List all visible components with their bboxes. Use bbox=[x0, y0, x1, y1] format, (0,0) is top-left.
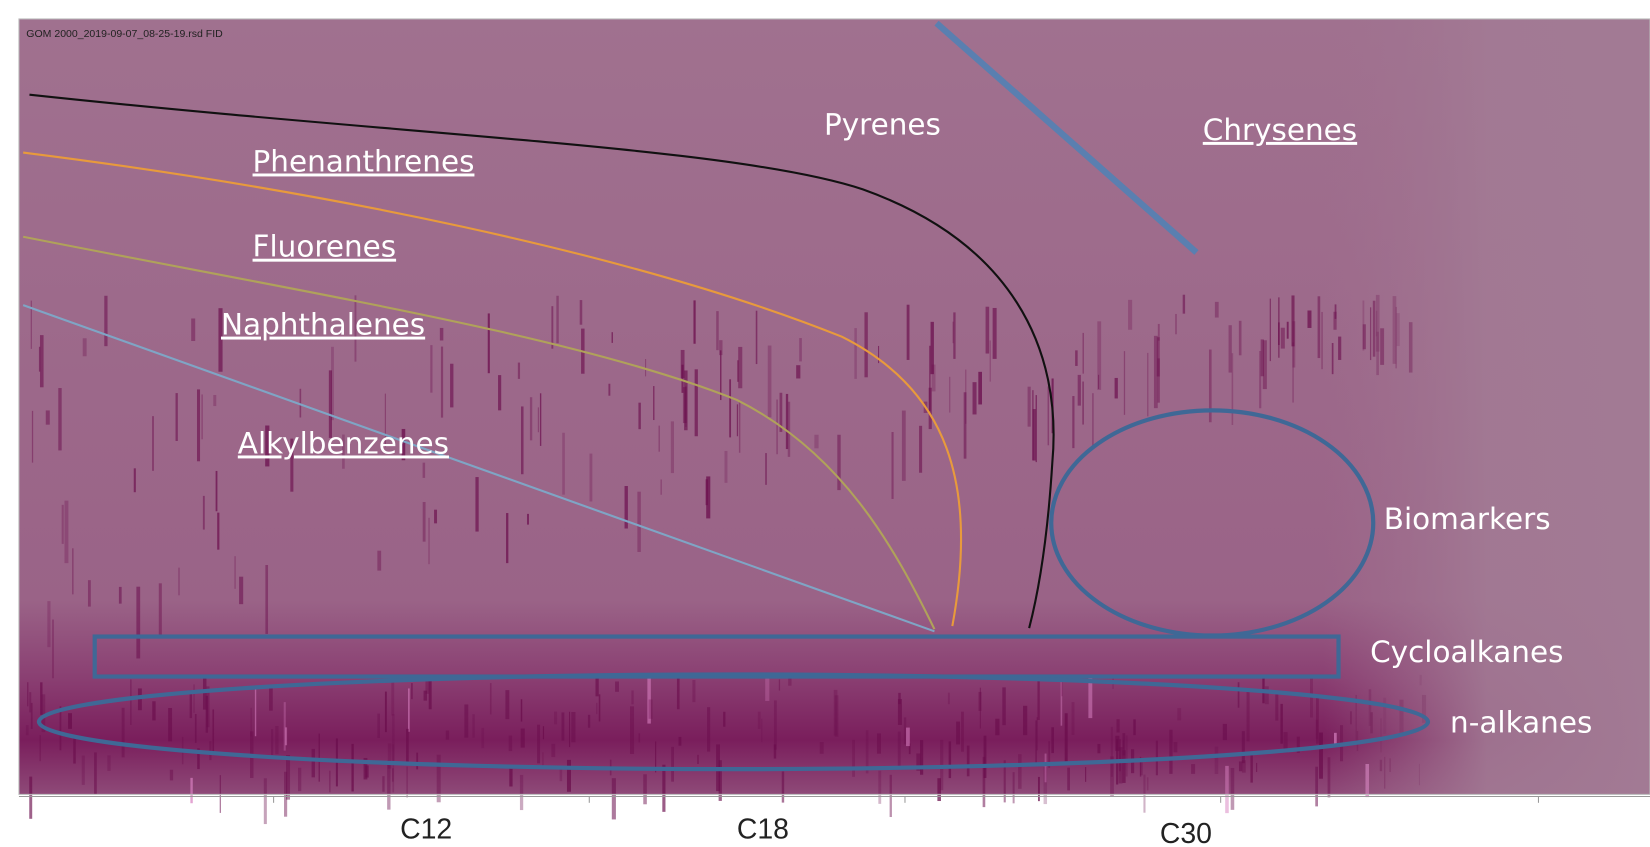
fluorenes-label: Fluorenes bbox=[253, 230, 397, 264]
x-axis-label: C18 bbox=[737, 814, 789, 846]
x-axis-label: C30 bbox=[1160, 818, 1212, 847]
biomarkers-label: Biomarkers bbox=[1384, 502, 1551, 536]
phenanthrenes-label: Phenanthrenes bbox=[253, 145, 475, 179]
alkylbenzenes-label: Alkylbenzenes bbox=[238, 426, 449, 460]
cycloalkanes-label: Cycloalkanes bbox=[1370, 635, 1563, 669]
peak-streak bbox=[889, 774, 892, 818]
plot-fade bbox=[18, 18, 1650, 795]
pyrenes-label: Pyrenes bbox=[824, 108, 941, 142]
pyrenes-boundary bbox=[29, 93, 1055, 629]
n-alkanes-region bbox=[36, 672, 1431, 772]
chrysenes-label: Chrysenes bbox=[1203, 113, 1357, 147]
naphthalenes-boundary bbox=[22, 304, 935, 633]
peak-streak bbox=[611, 778, 616, 820]
peak-streak bbox=[29, 776, 33, 819]
chrysenes-boundary bbox=[934, 20, 1199, 255]
file-label: GOM 2000_2019-09-07_08-25-19.rsd FID bbox=[26, 28, 223, 40]
fluorenes-boundary bbox=[22, 235, 936, 630]
phenanthrenes-boundary bbox=[23, 151, 963, 627]
peak-streak bbox=[263, 778, 267, 825]
x-axis-label: C12 bbox=[400, 814, 452, 846]
plot-frame bbox=[18, 18, 1650, 795]
n-alkanes-label: n-alkanes bbox=[1450, 705, 1592, 739]
naphthalenes-label: Naphthalenes bbox=[221, 308, 425, 342]
x-axis: C12 C18 C30 bbox=[18, 795, 1650, 847]
